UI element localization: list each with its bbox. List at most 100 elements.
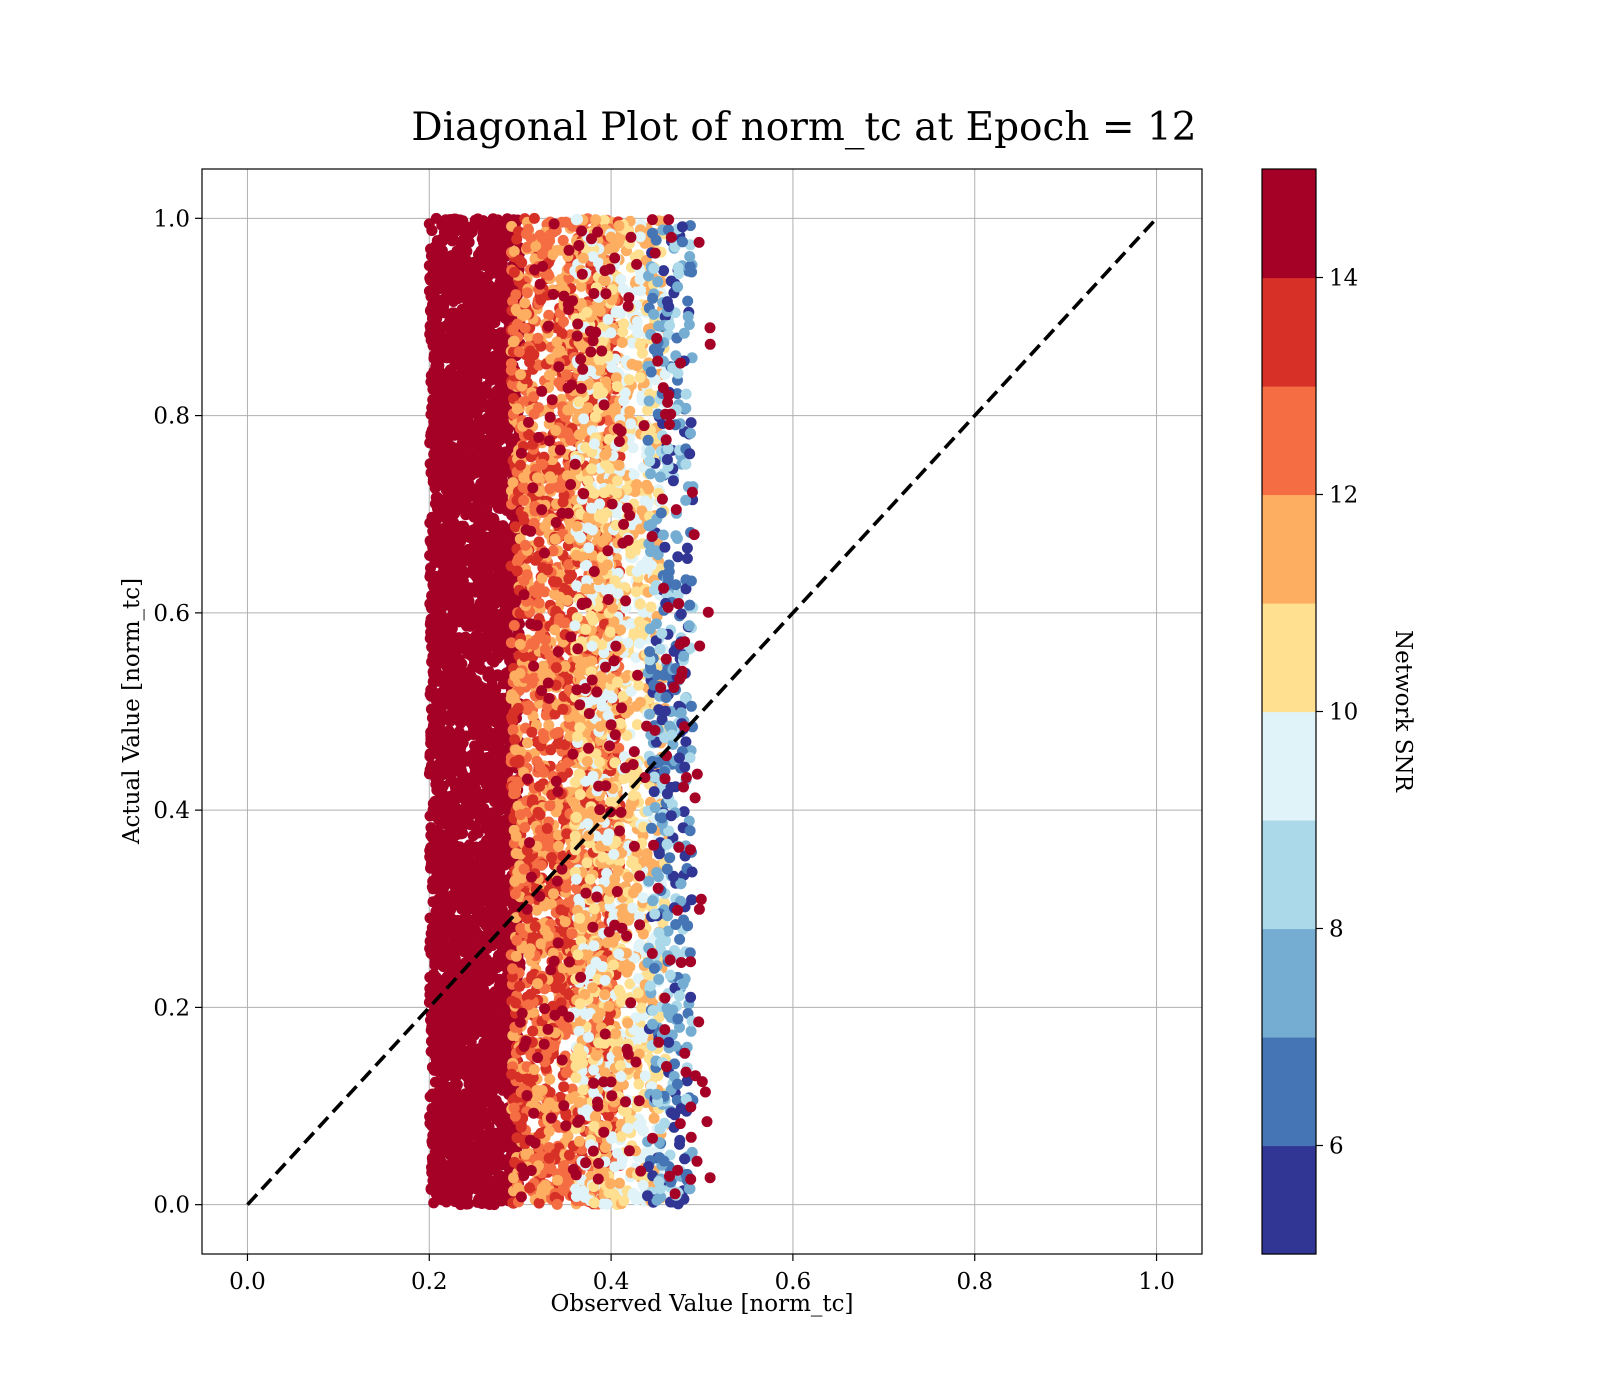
scatter-point xyxy=(495,1192,507,1204)
scatter-point xyxy=(426,225,438,236)
scatter-point xyxy=(493,1158,505,1170)
scatter-point xyxy=(490,237,502,249)
scatter-point xyxy=(461,567,473,579)
scatter-point xyxy=(448,820,460,832)
scatter-point xyxy=(446,413,458,425)
scatter-point xyxy=(428,293,440,305)
scatter-point xyxy=(486,398,498,410)
scatter-point xyxy=(426,590,438,602)
scatter-point xyxy=(478,724,489,736)
scatter-point xyxy=(487,302,499,314)
scatter-point xyxy=(446,999,457,1011)
scatter-point xyxy=(441,473,452,485)
scatter-point xyxy=(466,974,478,986)
scatter-point xyxy=(491,881,502,893)
scatter-point xyxy=(435,275,447,287)
scatter-point xyxy=(432,1176,444,1188)
scatter-point xyxy=(430,1036,442,1048)
scatter-point xyxy=(430,515,442,527)
scatter-point xyxy=(487,408,499,420)
scatter-point xyxy=(455,1174,466,1186)
scatter-point xyxy=(442,227,454,238)
scatter-point xyxy=(474,1016,486,1028)
scatter-point xyxy=(423,768,435,780)
scatter-point xyxy=(471,510,482,522)
scatter-point xyxy=(447,577,459,589)
scatter-point xyxy=(453,726,465,738)
scatter-point xyxy=(456,706,468,718)
scatter-point xyxy=(485,478,497,490)
scatter-point xyxy=(460,631,471,643)
scatter-point xyxy=(446,622,458,634)
scatter-point xyxy=(465,1087,477,1099)
scatter-point xyxy=(492,804,504,816)
scatter-point xyxy=(484,840,495,852)
scatter-point xyxy=(428,1197,440,1209)
scatter-point xyxy=(470,655,482,667)
scatter-point xyxy=(446,890,458,901)
scatter-point xyxy=(441,1046,453,1058)
scatter-point xyxy=(475,302,487,314)
scatter-point xyxy=(466,420,478,432)
scatter-point xyxy=(428,1163,440,1175)
scatter-point xyxy=(450,1163,462,1175)
scatter-point xyxy=(457,862,469,874)
scatter-point xyxy=(467,291,479,303)
scatter-point xyxy=(469,377,481,389)
scatter-point xyxy=(433,581,445,593)
scatter-point xyxy=(457,769,469,781)
scatter-point xyxy=(469,539,481,551)
scatter-point xyxy=(491,340,503,352)
scatter-point xyxy=(477,227,489,239)
scatter-point xyxy=(463,337,474,349)
scatter-point xyxy=(494,612,506,624)
scatter-point xyxy=(443,1100,455,1112)
scatter-point xyxy=(481,423,493,435)
scatter-point xyxy=(476,632,488,644)
scatter-point xyxy=(427,833,439,844)
scatter-point xyxy=(480,779,492,791)
scatter-point xyxy=(493,1102,505,1114)
scatter-point xyxy=(446,768,458,780)
scatter-point xyxy=(471,1162,483,1174)
scatter-point xyxy=(428,635,440,647)
scatter-point xyxy=(436,251,448,263)
chart-title: Diagonal Plot of norm_tc at Epoch = 12 xyxy=(411,105,1196,150)
scatter-point xyxy=(433,400,445,412)
scatter-point xyxy=(457,283,469,295)
scatter-point xyxy=(454,781,466,793)
scatter-point xyxy=(425,409,437,420)
scatter-point xyxy=(478,288,490,300)
scatter-point xyxy=(483,571,495,583)
scatter-point xyxy=(464,952,476,964)
scatter-point xyxy=(491,748,503,760)
scatter-point xyxy=(427,703,439,715)
scatter-point xyxy=(497,1025,508,1037)
scatter-point xyxy=(438,384,450,396)
scatter-point xyxy=(484,1185,496,1197)
scatter-point xyxy=(424,458,436,470)
scatter-point xyxy=(463,582,475,594)
scatter-point xyxy=(456,933,468,945)
scatter-point xyxy=(483,666,495,678)
scatter-point xyxy=(467,1073,479,1085)
scatter-point xyxy=(462,502,474,513)
scatter-point xyxy=(496,779,508,791)
scatter-point xyxy=(435,435,447,447)
scatter-point xyxy=(425,733,437,745)
scatter-point xyxy=(491,896,503,908)
scatter-points xyxy=(423,212,716,1211)
scatter-point xyxy=(427,875,439,887)
scatter-point xyxy=(460,1047,472,1059)
scatter-point xyxy=(436,597,448,609)
scatter-point xyxy=(489,986,501,998)
scatter-point xyxy=(467,359,479,371)
scatter-point xyxy=(494,866,506,878)
scatter-point xyxy=(461,620,472,632)
scatter-point xyxy=(461,405,473,417)
scatter-point xyxy=(438,300,450,312)
scatter-point xyxy=(483,581,494,593)
scatter-point xyxy=(481,503,493,515)
scatter-point xyxy=(491,915,503,927)
